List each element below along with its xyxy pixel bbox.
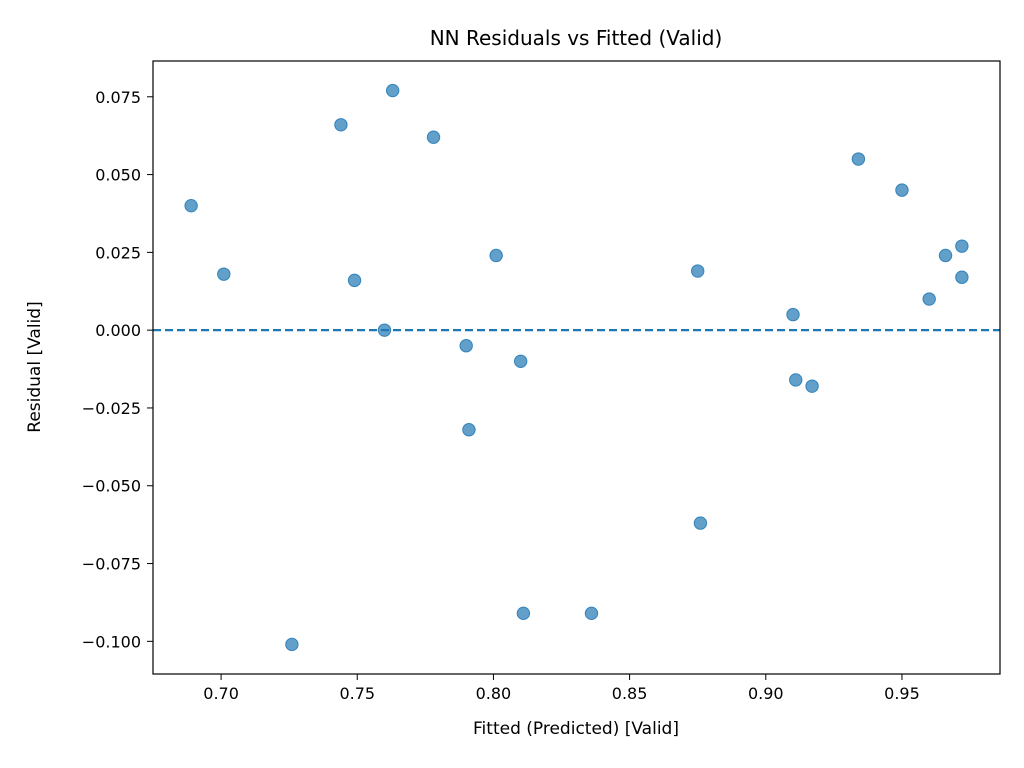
y-tick-label: 0.075 (95, 88, 141, 107)
scatter-point-10 (489, 248, 503, 263)
scatter-point-1 (217, 267, 231, 281)
y-axis-ticks: 0.075 0.050 0.025 0.000 −0.025 −0.050 −0.075 −0… (82, 88, 153, 651)
scatter-point-18 (805, 379, 819, 393)
y-tick-label: 0.025 (95, 243, 141, 262)
plot-frame (152, 60, 1001, 675)
scatter-point-15 (693, 516, 708, 530)
scatter-point-0 (184, 198, 198, 213)
chart-title: NN Residuals vs Fitted (Valid) (430, 26, 723, 50)
x-tick-label: 0.75 (339, 684, 375, 703)
scatter-point-19 (851, 152, 866, 166)
x-axis-ticks: 0.70 0.75 0.80 0.85 0.90 0.95 (203, 674, 920, 703)
scatter-point-3 (334, 118, 348, 132)
scatter-point-4 (347, 273, 362, 288)
scatter-point-2 (285, 637, 299, 652)
x-tick-label: 0.70 (203, 684, 239, 703)
scatter-point-5 (377, 323, 392, 337)
scatter-point-7 (426, 130, 441, 144)
scatter-point-21 (922, 292, 936, 306)
scatter-point-23 (955, 239, 969, 253)
x-tick-label: 0.80 (476, 684, 512, 703)
x-tick-label: 0.90 (748, 684, 784, 703)
scatter-point-11 (513, 354, 528, 368)
y-tick-label: −0.025 (82, 399, 141, 418)
scatter-point-20 (895, 183, 909, 197)
y-tick-label: 0.000 (95, 321, 141, 340)
scatter-point-6 (385, 83, 400, 98)
scatter-point-13 (584, 606, 599, 621)
scatter-point-9 (462, 423, 476, 437)
scatter-point-12 (516, 606, 531, 621)
x-axis-label: Fitted (Predicted) [Valid] (473, 719, 679, 739)
scatter-point-14 (690, 264, 705, 278)
y-tick-label: −0.100 (82, 632, 141, 651)
y-tick-label: −0.050 (82, 477, 141, 496)
y-axis-label: Residual [Valid] (25, 301, 45, 432)
scatter-point-17 (789, 373, 803, 387)
plot-area (153, 83, 1000, 652)
y-tick-label: −0.075 (82, 555, 141, 574)
scatter-point-8 (459, 339, 473, 353)
x-tick-label: 0.95 (884, 684, 920, 703)
scatter-point-24 (955, 270, 969, 284)
y-tick-label: 0.050 (95, 166, 141, 185)
x-tick-label: 0.85 (612, 684, 648, 703)
scatter-point-16 (786, 307, 800, 322)
scatter-point-22 (938, 248, 953, 263)
